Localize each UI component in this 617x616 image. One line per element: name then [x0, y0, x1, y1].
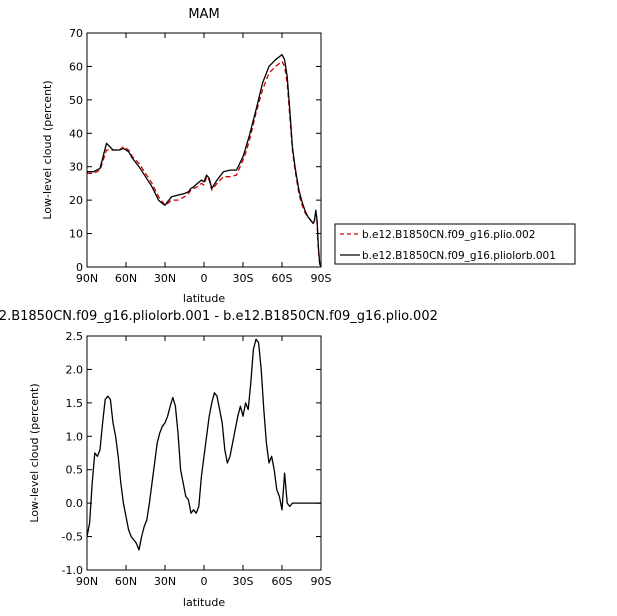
top-xtick-label-5: 60S — [272, 272, 293, 285]
bottom-xtick-label-3: 0 — [201, 575, 208, 588]
top-xtick-label-1: 60N — [115, 272, 137, 285]
top-ytick-label-1: 10 — [69, 228, 83, 241]
legend-box — [334, 223, 576, 265]
top-xtick-label-3: 0 — [201, 272, 208, 285]
bottom-ytick-label-1: -0.5 — [62, 531, 83, 544]
bottom-xtick-label-6: 90S — [311, 575, 332, 588]
top-chart-ylabel: Low-level cloud (percent) — [41, 80, 54, 219]
legend: b.e12.B1850CN.f09_g16.plio.002 b.e12.B18… — [334, 223, 576, 265]
bottom-ytick-label-7: 2.5 — [66, 330, 84, 343]
top-xtick-label-6: 90S — [311, 272, 332, 285]
top-ytick-label-5: 50 — [69, 94, 83, 107]
top-ytick-label-0: 0 — [76, 261, 83, 274]
bottom-ytick-label-4: 1.0 — [66, 430, 84, 443]
bottom-chart-title: b.e12.B1850CN.f09_g16.pliolorb.001 - b.e… — [0, 309, 438, 324]
top-series-line-1 — [87, 54, 322, 268]
top-xtick-label-0: 90N — [76, 272, 98, 285]
top-ytick-label-4: 40 — [69, 127, 83, 140]
bottom-ytick-label-3: 0.5 — [66, 464, 84, 477]
top-xtick-label-4: 30S — [233, 272, 254, 285]
bottom-ytick-label-6: 2.0 — [66, 363, 84, 376]
bottom-ytick-label-0: -1.0 — [62, 564, 83, 577]
top-ytick-label-2: 20 — [69, 194, 83, 207]
bottom-series-line-0 — [86, 338, 321, 551]
legend-entry-pliolorb: b.e12.B1850CN.f09_g16.pliolorb.001 — [362, 250, 556, 262]
top-chart-ticks: 90N 60N 30N 0 30S 60S 90S 0 10 20 30 40 50 60 70 — [69, 27, 332, 285]
bottom-chart-xlabel: latitude — [183, 596, 225, 609]
top-series-line-0 — [87, 60, 322, 268]
top-ytick-label-7: 70 — [69, 27, 83, 40]
bottom-chart-ticks: 90N 60N 30N 0 30S 60S 90S -1.0 -0.5 0.0 0.5 1.0 1.5 2… — [62, 330, 332, 588]
bottom-xtick-label-1: 60N — [115, 575, 137, 588]
legend-entry-plio: b.e12.B1850CN.f09_g16.plio.002 — [362, 229, 535, 241]
top-chart-lines — [87, 54, 322, 268]
top-chart-xlabel: latitude — [183, 292, 225, 305]
top-xtick-label-2: 30N — [154, 272, 176, 285]
bottom-xtick-label-0: 90N — [76, 575, 98, 588]
bottom-xtick-label-5: 60S — [272, 575, 293, 588]
bottom-chart-lines — [86, 338, 321, 551]
bottom-chart: b.e12.B1850CN.f09_g16.pliolorb.001 - b.e… — [0, 309, 438, 609]
top-ytick-label-6: 60 — [69, 60, 83, 73]
bottom-xtick-label-4: 30S — [233, 575, 254, 588]
top-chart-title: MAM — [188, 7, 219, 22]
top-chart: MAM 90N 60N 30N 0 30S 60S 90S 0 10 20 30 40 50 60 70 l… — [41, 7, 576, 305]
bottom-xtick-label-2: 30N — [154, 575, 176, 588]
bottom-ytick-label-5: 1.5 — [66, 397, 84, 410]
bottom-ytick-label-2: 0.0 — [66, 497, 84, 510]
bottom-chart-ylabel: Low-level cloud (percent) — [28, 383, 41, 522]
top-ytick-label-3: 30 — [69, 161, 83, 174]
